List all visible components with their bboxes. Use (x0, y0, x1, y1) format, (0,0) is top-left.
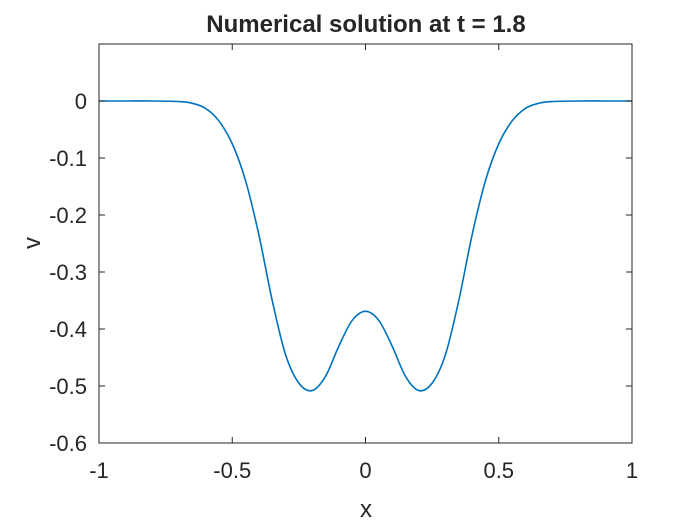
y-tick-label: -0.5 (49, 374, 87, 399)
x-axis-ticks: -1 -0.5 0 0.5 1 (89, 44, 638, 483)
y-tick-label: -0.4 (49, 317, 87, 342)
y-tick-label: 0 (75, 89, 87, 114)
x-tick-label: 1 (626, 458, 638, 483)
x-axis-label: x (360, 496, 372, 523)
x-tick-label: -0.5 (213, 458, 251, 483)
plot-area (99, 44, 632, 443)
y-tick-label: -0.2 (49, 203, 87, 228)
x-tick-label: 0.5 (483, 458, 514, 483)
y-tick-label: -0.1 (49, 146, 87, 171)
y-tick-label: -0.3 (49, 260, 87, 285)
plot-marks (98, 100, 632, 392)
chart-title: Numerical solution at t = 1.8 (206, 11, 525, 38)
y-tick-label: -0.6 (49, 431, 87, 456)
series-line-0 (98, 100, 632, 392)
y-axis-label: v (19, 237, 46, 249)
x-tick-label: 0 (359, 458, 371, 483)
x-tick-label: -1 (89, 458, 109, 483)
y-axis-ticks: 0 -0.1 -0.2 -0.3 -0.4 -0.5 -0.6 (49, 89, 632, 456)
